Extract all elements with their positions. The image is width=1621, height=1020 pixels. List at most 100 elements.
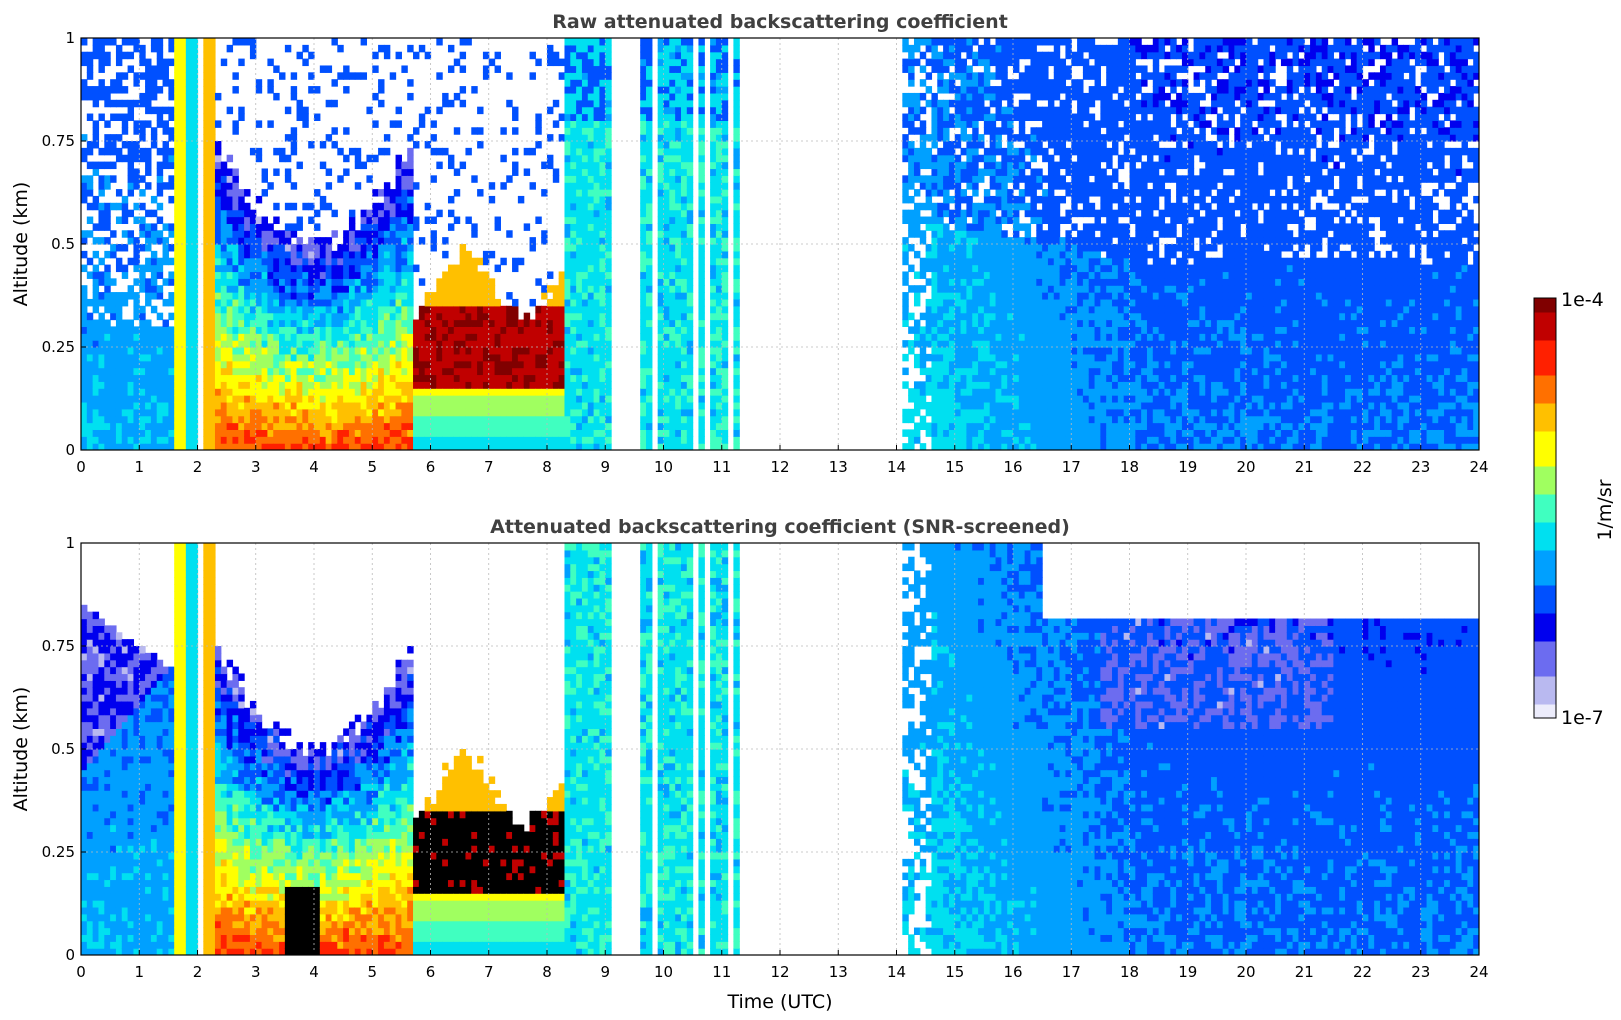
heatmap-cell xyxy=(366,175,373,183)
heatmap-cell xyxy=(552,340,560,348)
heatmap-cell xyxy=(954,202,962,211)
heatmap-cell xyxy=(529,347,536,355)
heatmap-cell xyxy=(81,340,88,348)
heatmap-cell xyxy=(139,415,146,424)
heatmap-cell xyxy=(517,422,525,430)
heatmap-cell xyxy=(715,141,723,149)
heatmap-cell xyxy=(558,319,566,327)
heatmap-cell xyxy=(244,395,251,403)
heatmap-cell xyxy=(570,443,577,450)
heatmap-cell xyxy=(593,333,601,341)
heatmap-cell xyxy=(372,92,379,101)
heatmap-cell xyxy=(657,271,665,279)
heatmap-cell xyxy=(150,374,158,382)
heatmap-cell xyxy=(669,209,676,218)
heatmap-cell xyxy=(471,230,478,238)
heatmap-cell xyxy=(383,326,391,334)
heatmap-cell xyxy=(721,106,729,115)
heatmap-cell xyxy=(943,353,950,362)
heatmap-cell xyxy=(279,422,286,430)
heatmap-cell xyxy=(81,134,88,142)
heatmap-cell xyxy=(191,223,199,231)
heatmap-cell xyxy=(314,360,321,369)
heatmap-cell xyxy=(110,250,117,259)
heatmap-cell xyxy=(104,202,111,211)
heatmap-cell xyxy=(296,223,303,231)
heatmap-cell xyxy=(523,147,531,156)
heatmap-cell xyxy=(646,38,653,46)
heatmap-cell xyxy=(354,388,362,396)
heatmap-cell xyxy=(908,223,915,231)
heatmap-cell xyxy=(937,326,944,334)
heatmap-cell xyxy=(640,257,647,266)
heatmap-cell xyxy=(127,319,135,327)
heatmap-cell xyxy=(98,326,105,334)
heatmap-cell xyxy=(337,244,344,252)
heatmap-cell xyxy=(314,244,321,252)
heatmap-cell xyxy=(348,422,356,430)
heatmap-cell xyxy=(482,395,490,403)
heatmap-cell xyxy=(937,250,944,259)
heatmap-cell xyxy=(378,353,385,362)
heatmap-cell xyxy=(657,141,665,149)
heatmap-cell xyxy=(354,312,362,321)
heatmap-cell xyxy=(593,38,601,46)
heatmap-cell xyxy=(960,367,967,376)
heatmap-cell xyxy=(599,65,606,73)
heatmap-cell xyxy=(605,264,612,273)
heatmap-cell xyxy=(931,271,938,279)
heatmap-cell xyxy=(698,182,705,190)
heatmap-cell xyxy=(576,388,583,396)
heatmap-cell xyxy=(576,79,583,87)
heatmap-cell xyxy=(954,333,962,341)
heatmap-cell xyxy=(121,374,129,382)
heatmap-cell xyxy=(115,408,123,417)
heatmap-cell xyxy=(308,408,315,417)
heatmap-cell xyxy=(721,367,729,376)
heatmap-cell xyxy=(244,415,251,424)
heatmap-cell xyxy=(657,134,665,142)
heatmap-cell xyxy=(191,278,199,286)
heatmap-cell xyxy=(657,189,665,197)
heatmap-cell xyxy=(698,367,705,376)
heatmap-cell xyxy=(913,216,921,224)
heatmap-cell xyxy=(640,92,647,101)
heatmap-cell xyxy=(581,298,589,307)
heatmap-cell xyxy=(232,72,239,80)
heatmap-cell xyxy=(255,415,263,424)
heatmap-cell xyxy=(372,264,379,273)
heatmap-cell xyxy=(180,168,187,176)
heatmap-cell xyxy=(430,443,437,450)
heatmap-cell xyxy=(378,202,385,211)
heatmap-cell xyxy=(424,305,432,314)
heatmap-cell xyxy=(290,92,298,101)
heatmap-cell xyxy=(593,312,601,321)
heatmap-cell xyxy=(937,367,944,376)
heatmap-cell xyxy=(296,395,303,403)
heatmap-cell xyxy=(302,443,309,450)
heatmap-cell xyxy=(174,134,181,142)
heatmap-cell xyxy=(273,443,280,450)
heatmap-cell xyxy=(139,278,146,286)
heatmap-cell xyxy=(185,99,193,108)
heatmap-cell xyxy=(605,141,612,149)
heatmap-cell xyxy=(680,244,688,252)
heatmap-cell xyxy=(203,106,210,115)
heatmap-cell xyxy=(343,264,350,273)
heatmap-cell xyxy=(302,312,309,321)
heatmap-cell xyxy=(81,360,88,369)
heatmap-cell xyxy=(331,340,338,348)
heatmap-cell xyxy=(657,44,665,53)
heatmap-cell xyxy=(913,340,921,348)
heatmap-cell xyxy=(943,333,950,341)
heatmap-cell xyxy=(943,230,950,238)
heatmap-cell xyxy=(343,374,350,382)
heatmap-cell xyxy=(232,86,239,94)
heatmap-cell xyxy=(698,312,705,321)
heatmap-cell xyxy=(436,319,443,327)
heatmap-cell xyxy=(570,202,577,211)
heatmap-cell xyxy=(185,154,193,163)
heatmap-cell xyxy=(407,312,414,321)
heatmap-cell xyxy=(581,209,589,218)
heatmap-cell xyxy=(226,175,234,183)
